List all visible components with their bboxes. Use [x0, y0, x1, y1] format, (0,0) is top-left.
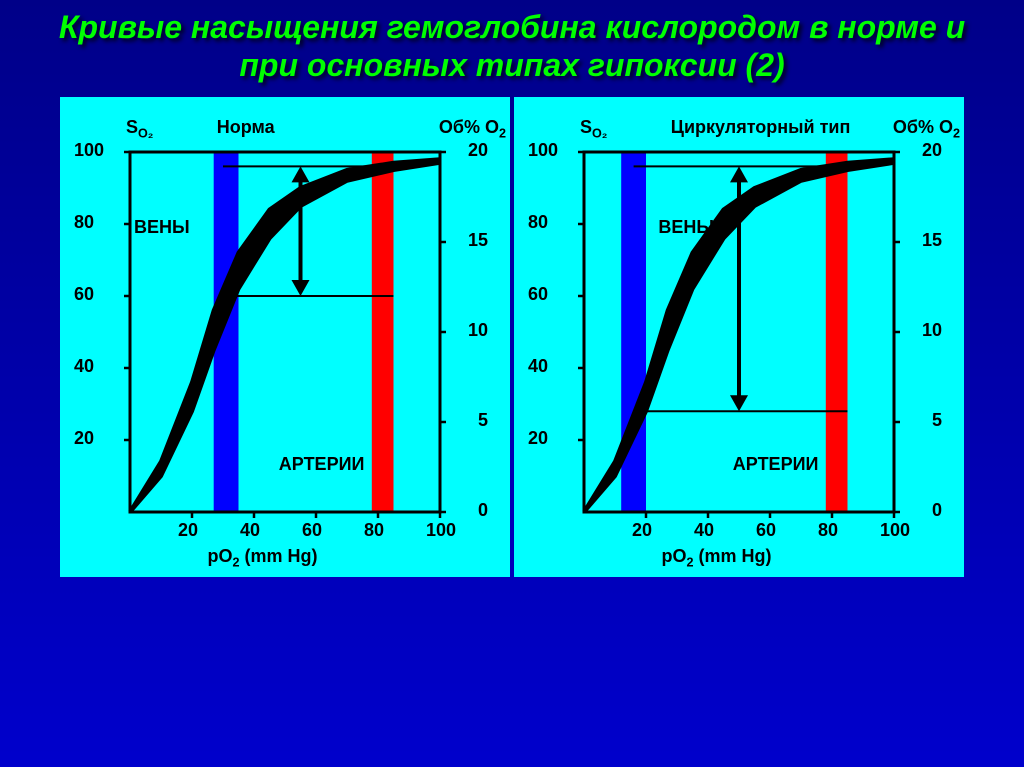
y-left-tick: 80	[528, 212, 548, 233]
y-left-tick: 40	[74, 356, 94, 377]
y-left-tick: 20	[528, 428, 548, 449]
x-tick: 40	[694, 520, 714, 541]
vein-label: ВЕНЫ	[658, 217, 714, 238]
y-axis-left-label: SO₂	[580, 117, 607, 141]
chart-subtitle: Норма	[217, 117, 275, 138]
y-left-tick: 80	[74, 212, 94, 233]
chart-panel-normal: SO₂НормаОб% O220406080100051015202040608…	[60, 97, 510, 577]
x-tick: 20	[632, 520, 652, 541]
vein-label: ВЕНЫ	[134, 217, 190, 238]
x-tick: 80	[364, 520, 384, 541]
y-left-tick: 60	[74, 284, 94, 305]
y-right-tick: 20	[468, 140, 488, 161]
y-right-tick: 10	[922, 320, 942, 341]
x-tick: 100	[426, 520, 456, 541]
y-right-tick: 0	[478, 500, 488, 521]
chart-subtitle: Циркуляторный тип	[671, 117, 851, 138]
y-right-tick: 15	[922, 230, 942, 251]
x-tick: 80	[818, 520, 838, 541]
y-right-tick: 20	[922, 140, 942, 161]
y-axis-right-label: Об% O2	[439, 117, 506, 141]
x-axis-label: pO2 (mm Hg)	[662, 546, 772, 570]
y-right-tick: 5	[932, 410, 942, 431]
y-left-tick: 100	[528, 140, 558, 161]
x-tick: 60	[302, 520, 322, 541]
chart-panel-circulatory: SO₂Циркуляторный типОб% O220406080100051…	[514, 97, 964, 577]
charts-container: SO₂НормаОб% O220406080100051015202040608…	[0, 97, 1024, 577]
y-right-tick: 5	[478, 410, 488, 431]
y-left-tick: 40	[528, 356, 548, 377]
x-tick: 100	[880, 520, 910, 541]
y-left-tick: 20	[74, 428, 94, 449]
artery-label: АРТЕРИИ	[279, 454, 365, 475]
y-right-tick: 15	[468, 230, 488, 251]
x-tick: 40	[240, 520, 260, 541]
y-axis-right-label: Об% O2	[893, 117, 960, 141]
y-right-tick: 10	[468, 320, 488, 341]
y-right-tick: 0	[932, 500, 942, 521]
artery-label: АРТЕРИИ	[733, 454, 819, 475]
slide-title: Кривые насыщения гемоглобина кислородом …	[0, 0, 1024, 97]
y-left-tick: 100	[74, 140, 104, 161]
y-left-tick: 60	[528, 284, 548, 305]
x-axis-label: pO2 (mm Hg)	[208, 546, 318, 570]
x-tick: 60	[756, 520, 776, 541]
x-tick: 20	[178, 520, 198, 541]
y-axis-left-label: SO₂	[126, 117, 153, 141]
